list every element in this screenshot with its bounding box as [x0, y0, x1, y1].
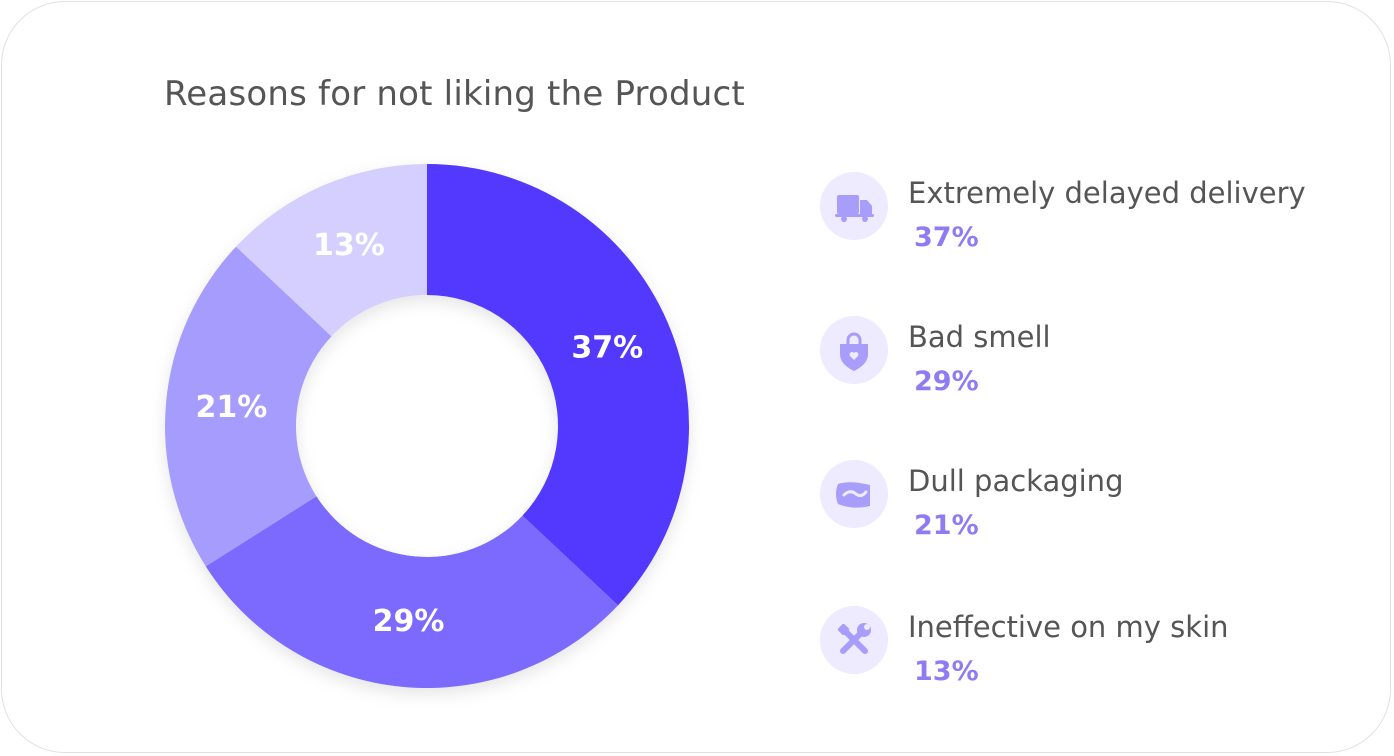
- legend-label: Extremely delayed delivery: [908, 176, 1306, 210]
- legend-label: Bad smell: [908, 320, 1051, 354]
- package-icon: [820, 460, 888, 528]
- slice-bad-smell: [205, 496, 618, 688]
- legend-value: 13%: [914, 656, 979, 687]
- legend-value: 37%: [914, 222, 979, 253]
- slice-value-label: 13%: [313, 228, 385, 263]
- slice-value-label: 29%: [373, 604, 445, 639]
- slice-extremely-delayed-delivery: [427, 164, 689, 606]
- heart-bag-icon: [820, 316, 888, 384]
- slice-dull-packaging: [164, 246, 332, 567]
- legend-value: 29%: [914, 366, 979, 397]
- slice-value-label: 21%: [195, 390, 267, 425]
- chart-title: Reasons for not liking the Product: [164, 74, 745, 114]
- slice-ineffective-on-my-skin: [236, 164, 427, 337]
- legend-value: 21%: [914, 510, 979, 541]
- slice-value-label: 37%: [571, 330, 643, 365]
- truck-icon: [820, 172, 888, 240]
- legend-label: Dull packaging: [908, 464, 1124, 498]
- legend-label: Ineffective on my skin: [908, 610, 1229, 644]
- tools-icon: [820, 606, 888, 674]
- donut-chart: 37% 29% 21% 13%: [164, 164, 689, 688]
